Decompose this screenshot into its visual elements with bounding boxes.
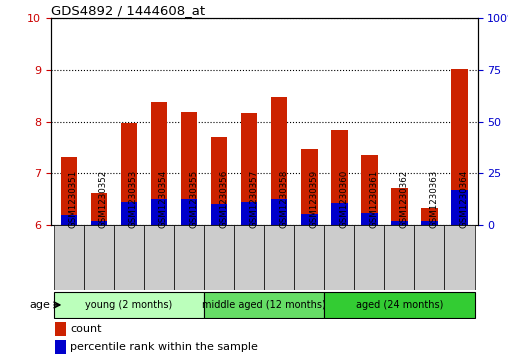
Bar (444, 225, 474, 290)
Bar (60, 157, 77, 225)
Bar (385, 225, 415, 290)
Bar (181, 112, 197, 225)
Bar (114, 225, 144, 290)
Text: GSM1230354: GSM1230354 (159, 170, 168, 228)
Bar (271, 97, 288, 225)
Text: GSM1230356: GSM1230356 (219, 170, 228, 228)
Text: GSM1230364: GSM1230364 (460, 170, 468, 228)
Bar (84, 225, 114, 290)
Text: GSM1230361: GSM1230361 (369, 170, 378, 228)
Bar (324, 225, 354, 290)
Bar (415, 225, 444, 290)
Bar (451, 69, 468, 225)
Text: count: count (70, 324, 102, 334)
Bar (451, 190, 468, 225)
Bar (90, 221, 107, 225)
Text: GSM1230351: GSM1230351 (69, 170, 78, 228)
Bar (361, 155, 377, 225)
Bar (211, 204, 228, 225)
Bar (55, 340, 66, 354)
Bar (421, 221, 438, 225)
Text: percentile rank within the sample: percentile rank within the sample (70, 342, 258, 352)
Bar (144, 225, 174, 290)
Bar (54, 225, 84, 290)
Bar (324, 292, 474, 318)
Bar (121, 123, 137, 225)
Text: GSM1230355: GSM1230355 (189, 170, 198, 228)
Bar (391, 221, 407, 225)
Bar (294, 225, 324, 290)
Text: young (2 months): young (2 months) (85, 300, 173, 310)
Text: aged (24 months): aged (24 months) (356, 300, 443, 310)
Bar (90, 193, 107, 225)
Bar (54, 292, 204, 318)
Bar (241, 202, 258, 225)
Text: GDS4892 / 1444608_at: GDS4892 / 1444608_at (51, 4, 205, 17)
Text: GSM1230359: GSM1230359 (309, 170, 318, 228)
Text: GSM1230352: GSM1230352 (99, 170, 108, 228)
Bar (271, 199, 288, 225)
Bar (331, 130, 347, 225)
Bar (204, 292, 324, 318)
Text: GSM1230360: GSM1230360 (339, 170, 348, 228)
Bar (331, 203, 347, 225)
Text: GSM1230353: GSM1230353 (129, 170, 138, 228)
Text: middle aged (12 months): middle aged (12 months) (202, 300, 326, 310)
Text: GSM1230357: GSM1230357 (249, 170, 258, 228)
Bar (204, 225, 234, 290)
Text: GSM1230362: GSM1230362 (399, 170, 408, 228)
Text: GSM1230358: GSM1230358 (279, 170, 288, 228)
Bar (301, 214, 318, 225)
Text: age: age (29, 300, 50, 310)
Bar (361, 213, 377, 225)
Bar (151, 199, 167, 225)
Bar (264, 225, 294, 290)
Bar (301, 148, 318, 225)
Bar (121, 202, 137, 225)
Bar (241, 113, 258, 225)
Bar (211, 137, 228, 225)
Bar (234, 225, 264, 290)
Bar (391, 188, 407, 225)
Bar (354, 225, 385, 290)
Text: GSM1230363: GSM1230363 (429, 170, 438, 228)
Bar (151, 102, 167, 225)
Bar (181, 199, 197, 225)
Bar (421, 208, 438, 225)
Bar (60, 215, 77, 225)
Bar (55, 322, 66, 336)
Bar (174, 225, 204, 290)
